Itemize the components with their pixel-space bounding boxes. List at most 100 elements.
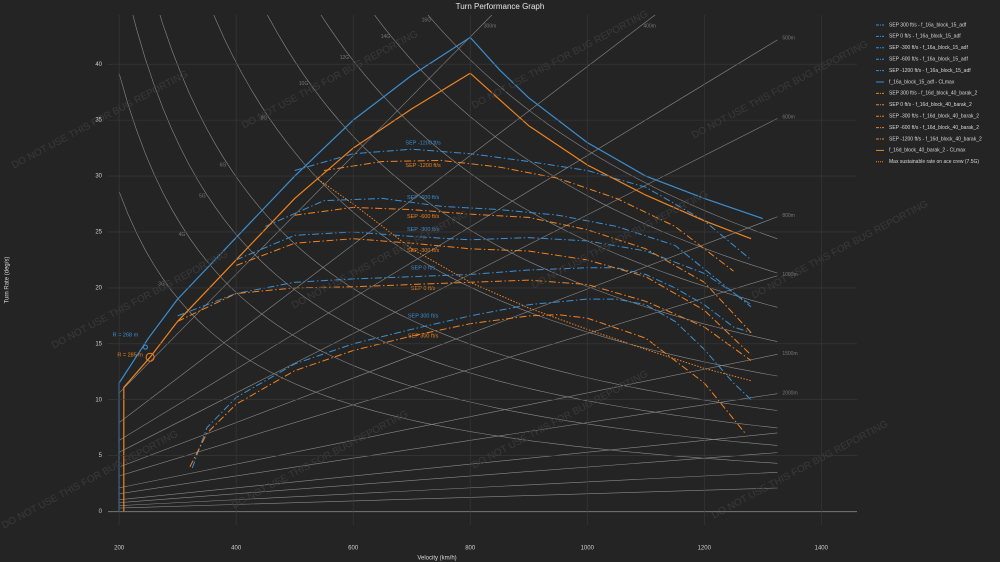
radius-label: 800m [782, 213, 795, 219]
radius-line [119, 487, 778, 509]
reference-layer [118, 15, 778, 509]
curve-label: SEP -1200 ft/s [405, 163, 441, 169]
radius-line [118, 15, 656, 423]
curve-label: SEP -300 ft/s [407, 248, 440, 254]
g-line [427, 15, 778, 240]
curve-label: SEP 0 ft/s [411, 286, 436, 292]
curve-label: SEP -1200 ft/s [405, 140, 441, 146]
curve-label: SEP 0 ft/s [411, 265, 436, 271]
legend-label: f_16d_block_40_barak_2 - CLmax [889, 148, 966, 154]
legend-label: SEP 0 ft/s - f_16d_block_40_barak_2 [889, 102, 972, 108]
radius-label: 600m [782, 114, 795, 120]
curve-label: SEP 300 ft/s [408, 313, 439, 319]
x-axis-label: Velocity (km/h) [417, 556, 456, 562]
series-line [123, 72, 752, 512]
radius-line [118, 15, 493, 394]
g-line [159, 15, 778, 411]
series-line [235, 231, 752, 306]
g-line [118, 73, 778, 446]
y-tick-label: 15 [95, 341, 102, 347]
x-tick-label: 1000 [581, 546, 595, 552]
series-line [317, 178, 752, 382]
g-label: 6G [220, 163, 227, 169]
radius-line [119, 471, 778, 506]
radius-line [119, 216, 778, 468]
g-line [213, 15, 778, 377]
legend-label: SEP -1200 ft/s - f_16a_block_15_adf [889, 68, 971, 74]
curve-label: SEP 300 ft/s [408, 334, 439, 340]
g-label: 4G [179, 232, 186, 238]
legend-label: Max sustainable rate on ace crew (7.5G) [889, 159, 979, 165]
plot-layer: SEP 300 ft/s SEP 0 ft/s SEP -300 ft/s SEP -… [113, 36, 763, 512]
radius-label: 400m [643, 24, 656, 30]
legend-label: SEP 300 ft/s - f_16d_block_40_barak_2 [889, 91, 978, 97]
legend-label: SEP -1200 ft/s - f_16d_block_40_barak_2 [889, 136, 982, 142]
series-line [323, 159, 734, 272]
series-line [177, 267, 752, 334]
y-tick-label: 5 [99, 453, 103, 459]
marker-label: R = 268 m [113, 333, 139, 339]
x-tick-label: 1200 [698, 546, 712, 552]
radius-label: 300m [484, 24, 497, 30]
radius-line [119, 452, 778, 503]
g-line [320, 15, 778, 308]
y-axis-label: Turn Rate (deg/s) [5, 257, 11, 304]
y-tick-label: 40 [95, 62, 102, 68]
g-label: 3G [158, 281, 165, 287]
y-tick-label: 35 [95, 118, 102, 124]
radius-line [119, 393, 778, 495]
g-line [374, 15, 778, 274]
radius-label: 2000m [782, 391, 797, 397]
series-line [235, 238, 752, 356]
g-label: 10G [299, 81, 309, 87]
g-line [118, 191, 778, 464]
legend-label: SEP -300 ft/s - f_16d_block_40_barak_2 [889, 114, 979, 120]
curve-label: SEP -300 ft/s [407, 227, 440, 233]
marker [142, 344, 148, 350]
x-tick-label: 200 [114, 546, 125, 552]
g-label: 12G [340, 55, 350, 61]
x-tick-label: 1400 [815, 546, 829, 552]
legend-label: SEP -300 ft/s - f_16a_block_15_adf [889, 45, 968, 51]
radius-line [119, 432, 778, 501]
g-label: 16G [422, 18, 432, 24]
g-label: 5G [199, 194, 206, 200]
y-tick-label: 20 [95, 285, 102, 291]
curve-label: SEP -600 ft/s [407, 195, 440, 201]
series-line [265, 197, 752, 308]
g-label: 8G [261, 115, 268, 121]
g-line [267, 15, 778, 342]
x-tick-label: 600 [348, 546, 359, 552]
series-line [294, 148, 752, 261]
x-tick-label: 800 [465, 546, 476, 552]
marker-label: R = 285 m [117, 353, 143, 359]
y-tick-label: 0 [99, 509, 103, 515]
radius-label: 500m [782, 35, 795, 41]
radius-line [118, 39, 778, 441]
marker [145, 352, 155, 362]
y-tick-label: 10 [95, 397, 102, 403]
radius-line [118, 118, 778, 453]
radius-line [119, 354, 778, 489]
curve-label: SEP -600 ft/s [407, 214, 440, 220]
series-line [294, 206, 752, 333]
radius-label: 1500m [782, 351, 797, 357]
y-tick-label: 25 [95, 230, 102, 236]
radius-label: 1000m [782, 272, 797, 278]
legend-label: SEP -600 ft/s - f_16d_block_40_barak_2 [889, 125, 979, 131]
legend-label: SEP 0 ft/s - f_16a_block_15_adf [889, 34, 961, 40]
g-label: 14G [381, 34, 391, 40]
legend: SEP 300 ft/s - f_16a_block_15_adf SEP 0 f… [876, 22, 982, 165]
chart-title: Turn Performance Graph [456, 2, 545, 11]
legend-label: SEP 300 ft/s - f_16a_block_15_adf [889, 22, 967, 28]
legend-label: SEP -600 ft/s - f_16a_block_15_adf [889, 57, 968, 63]
g-line [132, 15, 778, 429]
y-tick-label: 30 [95, 174, 102, 180]
series-line [191, 298, 752, 469]
series-line [118, 36, 763, 512]
radius-line [119, 275, 778, 477]
x-tick-label: 400 [231, 546, 242, 552]
legend-label: f_16a_block_15_adf - CLmax [889, 79, 955, 85]
